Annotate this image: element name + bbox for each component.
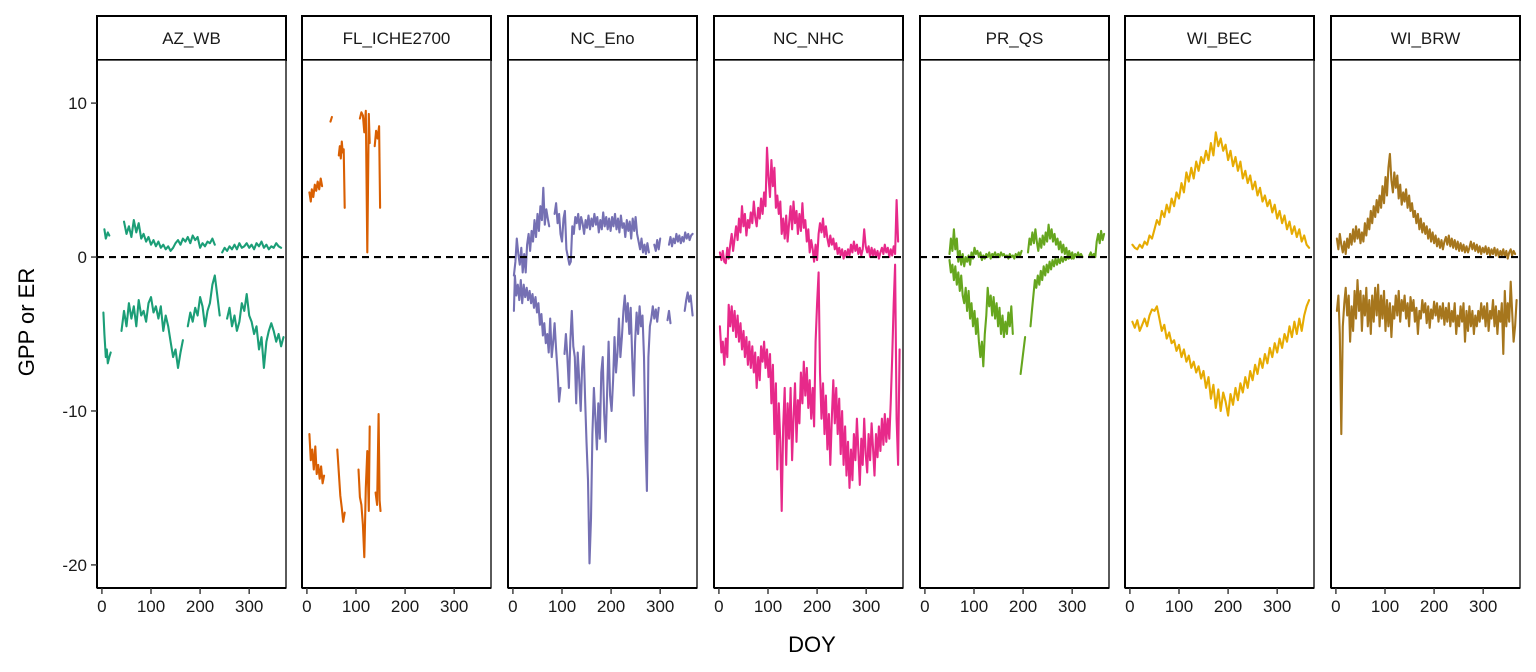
x-tick-label: 0 [97, 597, 106, 616]
x-tick-label: 300 [235, 597, 263, 616]
x-tick-label: 200 [1214, 597, 1242, 616]
x-tick-label: 100 [342, 597, 370, 616]
er-series-line [1335, 279, 1518, 436]
facet-strip-label: PR_QS [986, 29, 1044, 48]
gpp-series-line [512, 186, 694, 277]
er-series-line [948, 255, 1075, 376]
x-tick-label: 0 [714, 597, 723, 616]
x-tick-label: 300 [852, 597, 880, 616]
facet-strip [1124, 15, 1315, 61]
gpp-series-line [103, 219, 283, 254]
gpp-series-line [1131, 131, 1311, 251]
facet-strip [507, 15, 698, 61]
x-tick-label: 300 [440, 597, 468, 616]
x-tick-label: 0 [1125, 597, 1134, 616]
facet-panel: PR_QS 0 100 200 300 [919, 15, 1110, 616]
panel-frame [1124, 59, 1315, 589]
facet-panel: WI_BRW 0 100 200 300 [1330, 15, 1521, 616]
facet-panel: AZ_WB 0 100 200 300 [96, 15, 287, 616]
facet-panel: NC_NHC 0 100 200 300 [713, 15, 904, 616]
x-tick-label: 200 [186, 597, 214, 616]
y-tick-label: 0 [78, 248, 87, 267]
facet-strip [301, 15, 492, 61]
er-series-line [308, 413, 382, 559]
panel-frame [96, 59, 287, 589]
panel-frame [919, 59, 1110, 589]
facet-strip [96, 15, 287, 61]
facet-strip [1330, 15, 1521, 61]
x-tick-label: 300 [646, 597, 674, 616]
x-tick-label: 200 [597, 597, 625, 616]
gpp-series-line [718, 146, 900, 265]
x-tick-label: 100 [1371, 597, 1399, 616]
facet-panel: FL_ICHE2700 0 100 200 300 [301, 15, 492, 616]
facet-strip-label: NC_Eno [570, 29, 634, 48]
y-axis: 10 0 -10 -20 [62, 94, 97, 575]
x-tick-label: 200 [803, 597, 831, 616]
x-tick-label: 200 [1009, 597, 1037, 616]
x-axis-title: DOY [788, 632, 836, 657]
x-tick-label: 300 [1263, 597, 1291, 616]
er-series-line [102, 274, 285, 369]
x-tick-label: 100 [1165, 597, 1193, 616]
er-series-line [512, 274, 694, 565]
facet-panel: NC_Eno 0 100 200 300 [507, 15, 698, 616]
x-tick-label: 0 [508, 597, 517, 616]
er-series-line [1131, 299, 1311, 417]
facet-strip-label: WI_BEC [1187, 29, 1252, 48]
facet-strip-label: FL_ICHE2700 [343, 29, 451, 48]
x-tick-label: 100 [754, 597, 782, 616]
y-tick-label: -20 [62, 556, 87, 575]
y-tick-label: 10 [68, 94, 87, 113]
x-tick-label: 100 [960, 597, 988, 616]
facet-strip-label: WI_BRW [1391, 29, 1461, 48]
panel-frame [507, 59, 698, 589]
er-series-line [718, 263, 901, 513]
gpp-series-line [308, 109, 382, 254]
x-tick-label: 0 [302, 597, 311, 616]
x-tick-label: 0 [1331, 597, 1340, 616]
facet-panel: WI_BEC 0 100 200 300 [1124, 15, 1315, 616]
x-tick-label: 100 [548, 597, 576, 616]
facet-strip-label: NC_NHC [773, 29, 844, 48]
x-tick-label: 200 [391, 597, 419, 616]
panel-frame [1330, 59, 1521, 589]
x-tick-label: 300 [1469, 597, 1497, 616]
x-tick-label: 200 [1420, 597, 1448, 616]
panel-frame [713, 59, 904, 589]
x-tick-label: 100 [137, 597, 165, 616]
facet-strip-label: AZ_WB [162, 29, 221, 48]
gpp-series-line [1335, 152, 1517, 260]
x-tick-label: 0 [920, 597, 929, 616]
y-axis-title: GPP or ER [14, 268, 39, 376]
y-tick-label: -10 [62, 402, 87, 421]
panel-frame [301, 59, 492, 589]
x-tick-label: 300 [1058, 597, 1086, 616]
